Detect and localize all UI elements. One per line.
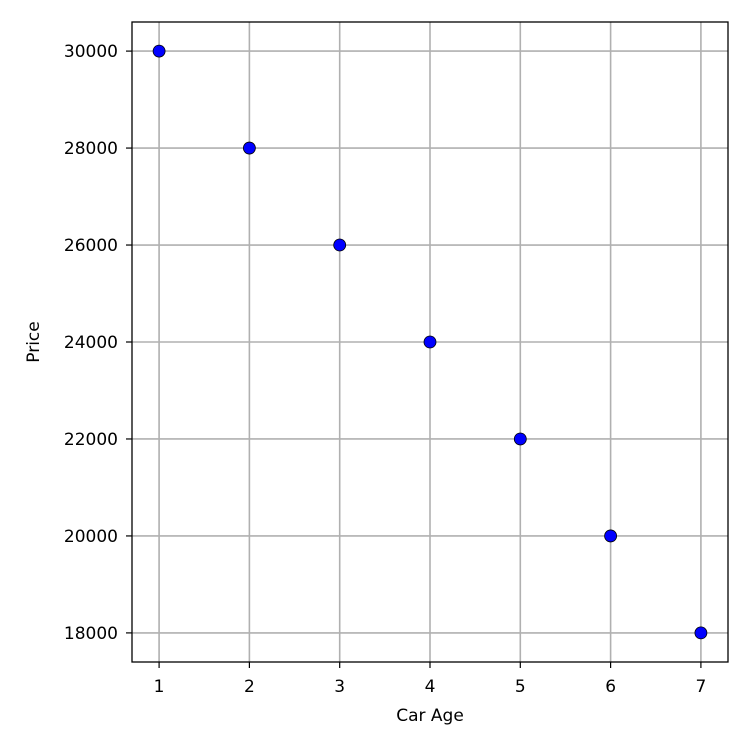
x-axis-label: Car Age xyxy=(396,706,464,726)
y-tick-label: 26000 xyxy=(64,236,118,256)
data-point xyxy=(242,141,256,155)
data-point xyxy=(513,432,527,446)
x-tick-label: 2 xyxy=(244,677,255,697)
data-point xyxy=(694,626,708,640)
x-tick-label: 7 xyxy=(695,677,706,697)
y-axis-label: Price xyxy=(24,321,44,362)
x-tick-label: 6 xyxy=(605,677,616,697)
y-tick-label: 28000 xyxy=(64,139,118,159)
data-point xyxy=(152,44,166,58)
axis-ticks: 1 2 3 4 5 6 7 18000 20000 22000 24000 26000 28000 300… xyxy=(64,42,706,697)
data-point xyxy=(423,335,437,349)
y-tick-label: 30000 xyxy=(64,42,118,62)
x-tick-label: 3 xyxy=(334,677,345,697)
data-points xyxy=(152,44,708,640)
x-tick-label: 4 xyxy=(425,677,436,697)
grid xyxy=(132,22,728,662)
data-point xyxy=(333,238,347,252)
y-tick-label: 20000 xyxy=(64,527,118,547)
data-point xyxy=(604,529,618,543)
x-tick-label: 5 xyxy=(515,677,526,697)
x-tick-label: 1 xyxy=(154,677,165,697)
y-tick-label: 24000 xyxy=(64,333,118,353)
y-tick-label: 22000 xyxy=(64,430,118,450)
y-tick-label: 18000 xyxy=(64,624,118,644)
